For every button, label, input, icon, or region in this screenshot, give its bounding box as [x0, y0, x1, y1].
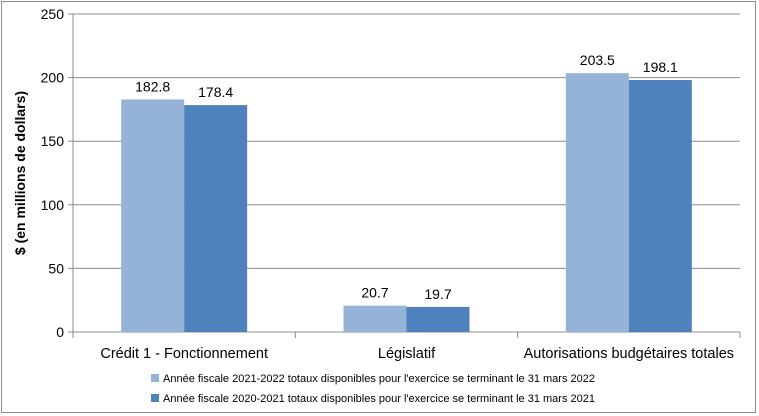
bar	[184, 105, 248, 333]
bars	[121, 73, 692, 333]
bar	[343, 305, 407, 332]
bar	[628, 80, 692, 332]
data-label: 203.5	[580, 52, 615, 68]
bar	[121, 99, 185, 333]
y-tick-label: 200	[41, 70, 65, 86]
legend: Année fiscale 2021-2022 totaux disponibl…	[151, 373, 595, 405]
data-label: 198.1	[643, 59, 678, 75]
x-category-labels: Crédit 1 - Fonctionnement Législatif Autor…	[100, 346, 734, 362]
data-label: 182.8	[135, 78, 170, 94]
data-label: 178.4	[198, 84, 233, 100]
y-tick-label: 0	[56, 324, 64, 340]
legend-label: Année fiscale 2021-2022 totaux disponibl…	[163, 373, 595, 385]
data-label: 20.7	[361, 285, 388, 301]
x-category-label: Crédit 1 - Fonctionnement	[100, 346, 268, 362]
legend-label: Année fiscale 2020-2021 totaux disponibl…	[163, 393, 595, 405]
x-category-label: Législatif	[378, 346, 436, 362]
x-category-label: Autorisations budgétaires totales	[524, 346, 734, 362]
y-tick-label: 250	[41, 6, 65, 22]
y-axis-label: $ (en millions de dollars)	[12, 91, 28, 255]
y-tick-label: 50	[48, 260, 64, 276]
legend-swatch	[151, 394, 159, 402]
y-tick-label: 150	[41, 133, 65, 149]
bar	[565, 73, 629, 332]
bar	[406, 306, 470, 332]
data-labels: 182.8 178.4 20.7 19.7 203.5 198.1	[135, 52, 678, 302]
y-tick-labels: 0 50 100 150 200 250	[41, 6, 65, 340]
legend-swatch	[151, 374, 159, 382]
y-tick-label: 100	[41, 197, 65, 213]
data-label: 19.7	[424, 286, 451, 302]
